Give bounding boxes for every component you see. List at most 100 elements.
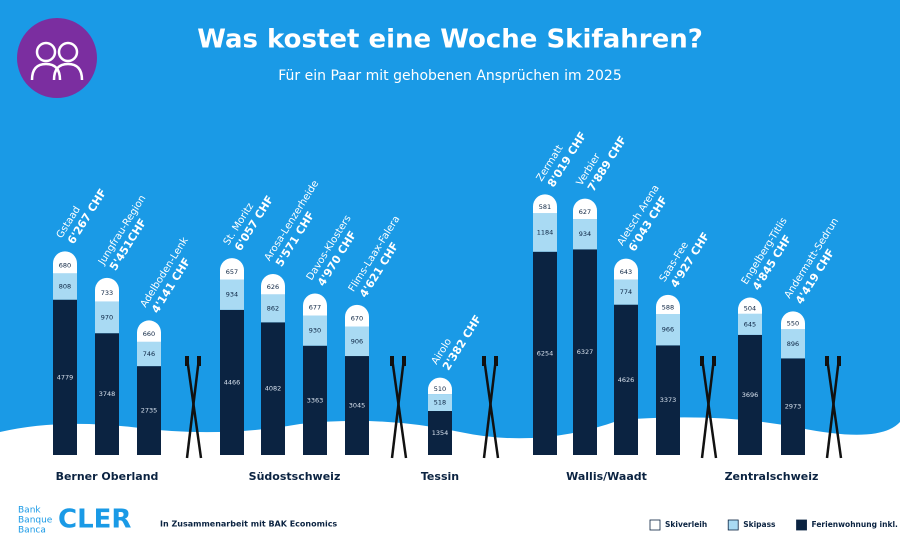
bar-segment bbox=[53, 299, 77, 455]
bar-segment bbox=[781, 358, 805, 455]
segment-label: 896 bbox=[787, 340, 799, 348]
bar-segment bbox=[573, 198, 597, 220]
legend-label: Ferienwohnung inkl. Kurtaxe bbox=[812, 520, 900, 529]
bar-segment bbox=[428, 394, 452, 411]
bar-segment bbox=[345, 304, 369, 327]
bar-segment bbox=[656, 313, 680, 346]
bar-segment bbox=[428, 377, 452, 395]
segment-label: 4082 bbox=[265, 385, 282, 393]
bank-line: Bank bbox=[18, 506, 41, 516]
segment-label: 6254 bbox=[537, 349, 554, 357]
segment-label: 1354 bbox=[432, 429, 449, 437]
segment-label: 657 bbox=[226, 268, 238, 276]
bar-segment bbox=[614, 279, 638, 305]
bar-segment bbox=[738, 313, 762, 335]
bar-segment bbox=[614, 258, 638, 280]
segment-label: 774 bbox=[620, 288, 632, 296]
legend-swatch bbox=[796, 519, 807, 531]
ski-pole bbox=[482, 357, 498, 459]
subtitle: Für ein Paar mit gehobenen Ansprüchen im… bbox=[278, 68, 621, 84]
segment-label: 970 bbox=[101, 313, 113, 321]
legend-swatch bbox=[649, 519, 661, 531]
segment-label: 930 bbox=[309, 327, 321, 335]
bar-segment bbox=[573, 219, 597, 250]
bar-segment bbox=[303, 315, 327, 346]
bank-line: Banque bbox=[18, 516, 53, 526]
segment-label: 3045 bbox=[349, 402, 366, 410]
bank-line: Banca bbox=[18, 526, 46, 536]
bar-segment bbox=[738, 334, 762, 455]
bar-segment bbox=[53, 251, 77, 274]
segment-label: 3696 bbox=[742, 391, 759, 399]
ski-pole bbox=[390, 357, 406, 459]
bar-segment bbox=[53, 273, 77, 300]
logo-icon bbox=[30, 41, 84, 81]
group-label: Südostschweiz bbox=[249, 470, 341, 483]
segment-label: 643 bbox=[620, 268, 632, 276]
segment-label: 3373 bbox=[660, 396, 677, 404]
ski-pole bbox=[825, 357, 841, 459]
bar-segment bbox=[738, 297, 762, 314]
segment-label: 680 bbox=[59, 261, 71, 269]
segment-label: 670 bbox=[351, 315, 363, 323]
bar-segment bbox=[573, 249, 597, 455]
segment-label: 733 bbox=[101, 289, 113, 297]
segment-label: 677 bbox=[309, 303, 321, 311]
group-label: Berner Oberland bbox=[56, 470, 159, 483]
bar-segment bbox=[533, 251, 557, 455]
segment-label: 4466 bbox=[224, 378, 241, 386]
group-label: Tessin bbox=[421, 470, 459, 483]
bar-segment bbox=[533, 194, 557, 214]
ski-pole bbox=[700, 357, 716, 459]
segment-label: 3748 bbox=[99, 390, 116, 398]
logo-circle bbox=[17, 18, 97, 98]
bar-segment bbox=[220, 279, 244, 310]
bar-segment bbox=[428, 410, 452, 455]
bar-segment bbox=[137, 341, 161, 367]
bar-segment bbox=[95, 277, 119, 302]
bar-segment bbox=[220, 309, 244, 455]
bar-segment bbox=[533, 213, 557, 252]
bar-segment bbox=[261, 273, 285, 295]
bar-segment bbox=[614, 304, 638, 455]
segment-label: 934 bbox=[226, 291, 238, 299]
bar-segment bbox=[95, 333, 119, 455]
group-label: Wallis/Waadt bbox=[566, 470, 647, 483]
legend-label: Skipass bbox=[743, 520, 776, 529]
segment-label: 966 bbox=[662, 326, 674, 334]
bar-segment bbox=[303, 293, 327, 316]
bar-segment bbox=[261, 294, 285, 323]
segment-label: 645 bbox=[744, 320, 756, 328]
bar-segment bbox=[137, 320, 161, 342]
segment-label: 934 bbox=[579, 230, 591, 238]
segment-label: 4626 bbox=[618, 376, 635, 384]
segment-label: 906 bbox=[351, 337, 363, 345]
segment-label: 510 bbox=[434, 385, 446, 393]
segment-label: 6327 bbox=[577, 348, 594, 356]
bar-segment bbox=[261, 322, 285, 455]
title: Was kostet eine Woche Skifahren? bbox=[197, 25, 703, 55]
bar-segment bbox=[345, 356, 369, 455]
bar-segment bbox=[656, 294, 680, 314]
segment-label: 3363 bbox=[307, 396, 324, 404]
segment-label: 660 bbox=[143, 330, 155, 338]
segment-label: 581 bbox=[539, 203, 551, 211]
bar-segment bbox=[220, 258, 244, 280]
segment-label: 2973 bbox=[785, 403, 802, 411]
bar-segment bbox=[656, 345, 680, 455]
segment-label: 550 bbox=[787, 319, 799, 327]
ski-pole bbox=[185, 357, 201, 459]
bar-segment bbox=[303, 345, 327, 455]
segment-label: 4779 bbox=[57, 373, 74, 381]
segment-label: 518 bbox=[434, 399, 446, 407]
segment-label: 626 bbox=[267, 283, 279, 291]
group-label: Zentralschweiz bbox=[725, 470, 819, 483]
brand: CLER bbox=[58, 505, 131, 535]
bar-segment bbox=[137, 366, 161, 455]
segment-label: 627 bbox=[579, 208, 591, 216]
segment-label: 746 bbox=[143, 350, 155, 358]
segment-label: 588 bbox=[662, 303, 674, 311]
segment-label: 504 bbox=[744, 305, 756, 313]
segment-label: 862 bbox=[267, 304, 279, 312]
